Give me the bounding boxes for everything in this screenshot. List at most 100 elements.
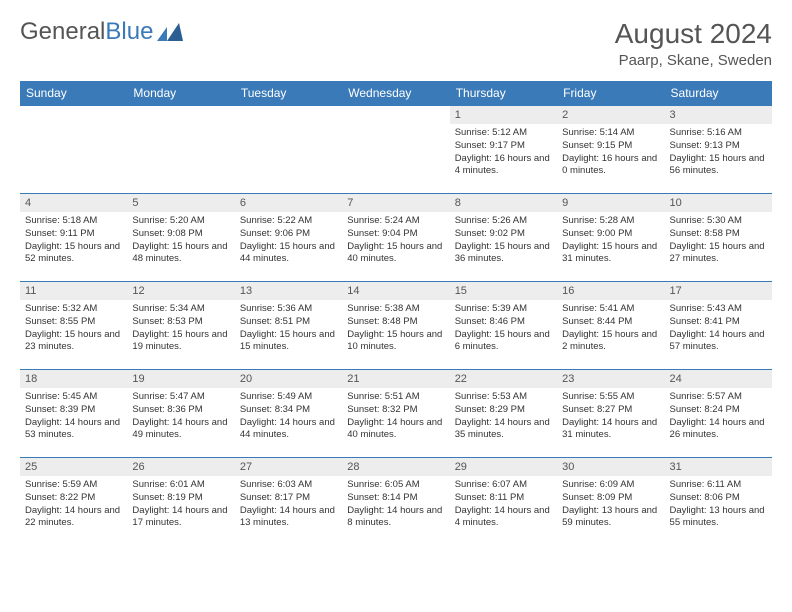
- day-number: 8: [450, 194, 557, 212]
- day-number: 31: [665, 458, 772, 476]
- calendar-day-cell: 31Sunrise: 6:11 AMSunset: 8:06 PMDayligh…: [665, 458, 772, 546]
- calendar-body: 1Sunrise: 5:12 AMSunset: 9:17 PMDaylight…: [20, 106, 772, 546]
- day-number: 2: [557, 106, 664, 124]
- logo-mark-icon: [157, 23, 185, 41]
- day-number: 23: [557, 370, 664, 388]
- day-number: 16: [557, 282, 664, 300]
- day-details: Sunrise: 5:22 AMSunset: 9:06 PMDaylight:…: [235, 212, 342, 270]
- header: GeneralBlue August 2024 Paarp, Skane, Sw…: [20, 18, 772, 69]
- day-details: Sunrise: 5:12 AMSunset: 9:17 PMDaylight:…: [450, 124, 557, 182]
- day-details: Sunrise: 5:32 AMSunset: 8:55 PMDaylight:…: [20, 300, 127, 358]
- day-number: 5: [127, 194, 234, 212]
- day-number: 26: [127, 458, 234, 476]
- calendar-day-cell: 10Sunrise: 5:30 AMSunset: 8:58 PMDayligh…: [665, 194, 772, 282]
- calendar-table: SundayMondayTuesdayWednesdayThursdayFrid…: [20, 81, 772, 546]
- day-number: 17: [665, 282, 772, 300]
- calendar-day-cell: 7Sunrise: 5:24 AMSunset: 9:04 PMDaylight…: [342, 194, 449, 282]
- calendar-day-cell: 1Sunrise: 5:12 AMSunset: 9:17 PMDaylight…: [450, 106, 557, 194]
- day-details: Sunrise: 6:09 AMSunset: 8:09 PMDaylight:…: [557, 476, 664, 534]
- day-number: 14: [342, 282, 449, 300]
- calendar-day-cell: 26Sunrise: 6:01 AMSunset: 8:19 PMDayligh…: [127, 458, 234, 546]
- calendar-day-cell: 3Sunrise: 5:16 AMSunset: 9:13 PMDaylight…: [665, 106, 772, 194]
- calendar-day-cell: 6Sunrise: 5:22 AMSunset: 9:06 PMDaylight…: [235, 194, 342, 282]
- calendar-day-cell: 21Sunrise: 5:51 AMSunset: 8:32 PMDayligh…: [342, 370, 449, 458]
- day-details: Sunrise: 5:14 AMSunset: 9:15 PMDaylight:…: [557, 124, 664, 182]
- calendar-day-cell: 9Sunrise: 5:28 AMSunset: 9:00 PMDaylight…: [557, 194, 664, 282]
- day-details: Sunrise: 5:47 AMSunset: 8:36 PMDaylight:…: [127, 388, 234, 446]
- day-details: Sunrise: 5:28 AMSunset: 9:00 PMDaylight:…: [557, 212, 664, 270]
- day-number: 10: [665, 194, 772, 212]
- calendar-day-cell: 22Sunrise: 5:53 AMSunset: 8:29 PMDayligh…: [450, 370, 557, 458]
- day-number: 6: [235, 194, 342, 212]
- day-details: Sunrise: 5:24 AMSunset: 9:04 PMDaylight:…: [342, 212, 449, 270]
- calendar-week-row: 25Sunrise: 5:59 AMSunset: 8:22 PMDayligh…: [20, 458, 772, 546]
- day-details: Sunrise: 5:36 AMSunset: 8:51 PMDaylight:…: [235, 300, 342, 358]
- calendar-week-row: 1Sunrise: 5:12 AMSunset: 9:17 PMDaylight…: [20, 106, 772, 194]
- day-number: 3: [665, 106, 772, 124]
- calendar-day-cell: 28Sunrise: 6:05 AMSunset: 8:14 PMDayligh…: [342, 458, 449, 546]
- day-details: Sunrise: 5:34 AMSunset: 8:53 PMDaylight:…: [127, 300, 234, 358]
- day-details: Sunrise: 5:51 AMSunset: 8:32 PMDaylight:…: [342, 388, 449, 446]
- day-details: Sunrise: 5:20 AMSunset: 9:08 PMDaylight:…: [127, 212, 234, 270]
- location: Paarp, Skane, Sweden: [615, 52, 772, 69]
- calendar-day-cell: 8Sunrise: 5:26 AMSunset: 9:02 PMDaylight…: [450, 194, 557, 282]
- day-number: 1: [450, 106, 557, 124]
- day-number: 15: [450, 282, 557, 300]
- day-number: 12: [127, 282, 234, 300]
- day-of-week-header: Wednesday: [342, 81, 449, 106]
- logo-word2: Blue: [105, 18, 153, 46]
- day-of-week-header: Saturday: [665, 81, 772, 106]
- day-number: 20: [235, 370, 342, 388]
- calendar-day-cell: 16Sunrise: 5:41 AMSunset: 8:44 PMDayligh…: [557, 282, 664, 370]
- day-number: 11: [20, 282, 127, 300]
- day-number: 9: [557, 194, 664, 212]
- calendar-day-cell: 11Sunrise: 5:32 AMSunset: 8:55 PMDayligh…: [20, 282, 127, 370]
- day-of-week-header: Sunday: [20, 81, 127, 106]
- day-number: 28: [342, 458, 449, 476]
- calendar-day-cell: 27Sunrise: 6:03 AMSunset: 8:17 PMDayligh…: [235, 458, 342, 546]
- calendar-week-row: 4Sunrise: 5:18 AMSunset: 9:11 PMDaylight…: [20, 194, 772, 282]
- month-title: August 2024: [615, 18, 772, 50]
- day-details: Sunrise: 5:43 AMSunset: 8:41 PMDaylight:…: [665, 300, 772, 358]
- calendar-day-cell: 4Sunrise: 5:18 AMSunset: 9:11 PMDaylight…: [20, 194, 127, 282]
- day-of-week-header: Friday: [557, 81, 664, 106]
- calendar-week-row: 11Sunrise: 5:32 AMSunset: 8:55 PMDayligh…: [20, 282, 772, 370]
- day-details: Sunrise: 6:01 AMSunset: 8:19 PMDaylight:…: [127, 476, 234, 534]
- calendar-day-cell: [342, 106, 449, 194]
- day-details: Sunrise: 6:05 AMSunset: 8:14 PMDaylight:…: [342, 476, 449, 534]
- calendar-day-cell: 19Sunrise: 5:47 AMSunset: 8:36 PMDayligh…: [127, 370, 234, 458]
- day-details: Sunrise: 6:03 AMSunset: 8:17 PMDaylight:…: [235, 476, 342, 534]
- calendar-day-cell: 5Sunrise: 5:20 AMSunset: 9:08 PMDaylight…: [127, 194, 234, 282]
- logo-word1: General: [20, 18, 105, 46]
- day-of-week-row: SundayMondayTuesdayWednesdayThursdayFrid…: [20, 81, 772, 106]
- calendar-day-cell: 12Sunrise: 5:34 AMSunset: 8:53 PMDayligh…: [127, 282, 234, 370]
- day-of-week-header: Thursday: [450, 81, 557, 106]
- day-number: 19: [127, 370, 234, 388]
- calendar-day-cell: 15Sunrise: 5:39 AMSunset: 8:46 PMDayligh…: [450, 282, 557, 370]
- day-details: Sunrise: 5:18 AMSunset: 9:11 PMDaylight:…: [20, 212, 127, 270]
- calendar-day-cell: 25Sunrise: 5:59 AMSunset: 8:22 PMDayligh…: [20, 458, 127, 546]
- day-details: Sunrise: 6:11 AMSunset: 8:06 PMDaylight:…: [665, 476, 772, 534]
- calendar-day-cell: 20Sunrise: 5:49 AMSunset: 8:34 PMDayligh…: [235, 370, 342, 458]
- day-number: 27: [235, 458, 342, 476]
- calendar-day-cell: 14Sunrise: 5:38 AMSunset: 8:48 PMDayligh…: [342, 282, 449, 370]
- calendar-day-cell: 18Sunrise: 5:45 AMSunset: 8:39 PMDayligh…: [20, 370, 127, 458]
- day-number: 25: [20, 458, 127, 476]
- day-number: 13: [235, 282, 342, 300]
- calendar-day-cell: 2Sunrise: 5:14 AMSunset: 9:15 PMDaylight…: [557, 106, 664, 194]
- day-number: 4: [20, 194, 127, 212]
- day-number: 18: [20, 370, 127, 388]
- calendar-week-row: 18Sunrise: 5:45 AMSunset: 8:39 PMDayligh…: [20, 370, 772, 458]
- day-number: 7: [342, 194, 449, 212]
- day-number: 30: [557, 458, 664, 476]
- calendar-page: GeneralBlue August 2024 Paarp, Skane, Sw…: [0, 0, 792, 558]
- calendar-day-cell: [20, 106, 127, 194]
- calendar-day-cell: 13Sunrise: 5:36 AMSunset: 8:51 PMDayligh…: [235, 282, 342, 370]
- day-details: Sunrise: 5:41 AMSunset: 8:44 PMDaylight:…: [557, 300, 664, 358]
- title-block: August 2024 Paarp, Skane, Sweden: [615, 18, 772, 69]
- logo: GeneralBlue: [20, 18, 185, 46]
- day-details: Sunrise: 5:55 AMSunset: 8:27 PMDaylight:…: [557, 388, 664, 446]
- calendar-day-cell: 17Sunrise: 5:43 AMSunset: 8:41 PMDayligh…: [665, 282, 772, 370]
- day-details: Sunrise: 5:49 AMSunset: 8:34 PMDaylight:…: [235, 388, 342, 446]
- calendar-day-cell: 24Sunrise: 5:57 AMSunset: 8:24 PMDayligh…: [665, 370, 772, 458]
